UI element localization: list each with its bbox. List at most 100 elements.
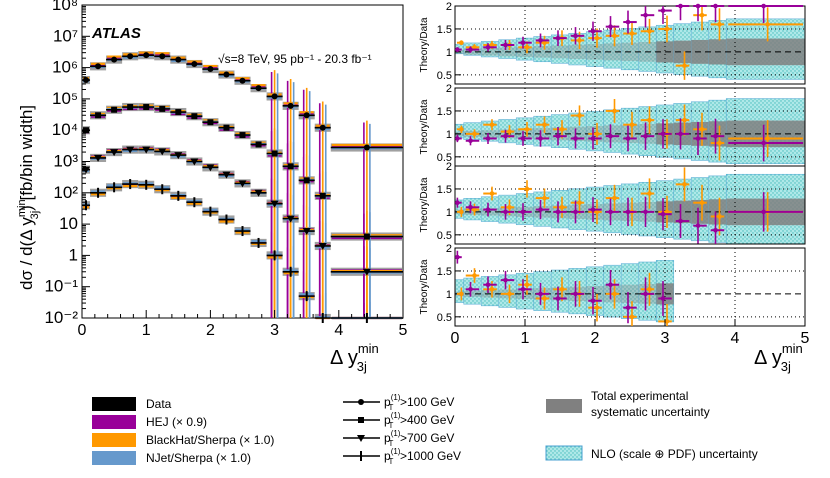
syst-band <box>463 208 482 215</box>
main-x-tick-label: 3 <box>270 322 279 339</box>
main-x-tick-label: 5 <box>399 322 408 339</box>
blackhat-point <box>647 191 652 196</box>
hej-point <box>555 296 561 301</box>
data-point <box>255 141 262 148</box>
data-point <box>223 71 230 78</box>
hej-point <box>660 8 666 13</box>
hej-point <box>468 286 473 292</box>
legend-blackhat-label: BlackHat/Sherpa (× 1.0) <box>146 433 274 447</box>
legend-data-label: Data <box>146 397 172 411</box>
legend-njet-swatch <box>92 451 136 465</box>
blackhat-point <box>577 200 582 206</box>
blackhat-point <box>699 126 705 132</box>
nlo-band <box>454 279 465 303</box>
hej-point <box>761 3 766 9</box>
data-point <box>159 53 166 60</box>
ratio-y-tick-label: 0.5 <box>437 230 452 242</box>
hej-point <box>678 3 683 9</box>
hej-point <box>660 211 666 217</box>
ratio-y-tick-label: 1 <box>446 207 452 219</box>
syst-band <box>463 290 482 297</box>
main-y-axis-title: dσ / d(Δ ymin3j) [fb/bin width] <box>16 105 41 290</box>
hej-point <box>485 136 491 141</box>
blackhat-point <box>647 286 652 292</box>
blackhat-point <box>664 26 670 32</box>
energy-lumi-label: √s=8 TeV, 95 pb⁻¹ - 20.3 fb⁻¹ <box>218 52 372 66</box>
ratio-frame <box>454 165 806 245</box>
data-point <box>191 113 198 120</box>
ratio-x-axis-title: Δ ymin 3j <box>754 341 803 374</box>
blackhat-point <box>559 286 565 292</box>
data-point <box>239 132 246 139</box>
blackhat-point <box>629 122 635 128</box>
hej-point <box>520 209 526 215</box>
ratio-y-tick-label: 1.5 <box>437 24 452 36</box>
blackhat-point <box>559 204 565 210</box>
hej-point <box>573 209 578 215</box>
hej-point <box>660 131 666 137</box>
hej-point <box>555 35 561 41</box>
main-y-tick-label: 10² <box>53 183 78 202</box>
hej-point <box>455 47 460 52</box>
ratio-y-axis-label: Theory/Data <box>419 17 430 72</box>
ratio-panel-2: 0.5 1 1.5 2 Theory/Data <box>419 83 806 167</box>
data-point <box>303 112 310 119</box>
hej-point <box>485 44 491 50</box>
hej-point <box>538 38 543 43</box>
ratio-y-tick-label: 2 <box>446 83 452 95</box>
hej-point <box>538 207 543 212</box>
hej-point <box>643 291 648 297</box>
data-point <box>142 146 151 154</box>
hej-point <box>660 296 666 301</box>
data-point <box>255 85 262 92</box>
hej-point <box>761 140 766 146</box>
data-point <box>254 189 263 197</box>
blackhat-point <box>542 122 547 128</box>
blackhat-point <box>664 319 670 324</box>
blackhat-point <box>629 31 635 36</box>
data-point <box>271 150 278 157</box>
data-point <box>126 146 135 154</box>
syst-band <box>463 48 482 55</box>
ratio-panel-3: 0.5 1 1.5 2 Theory/Data <box>419 161 806 245</box>
legend-blackhat-swatch <box>92 433 136 447</box>
hej-point <box>503 42 508 48</box>
main-y-tick-label: 10⁶ <box>52 58 78 77</box>
main-y-tick-label: 10⁻² <box>44 308 78 327</box>
blackhat-point <box>472 273 477 278</box>
data-point <box>175 109 182 116</box>
legend-hej-label: HEJ (× 0.9) <box>146 415 207 429</box>
blackhat-point <box>559 126 565 132</box>
syst-band <box>533 128 552 140</box>
hej-point <box>468 47 473 52</box>
blackhat-point <box>524 44 530 50</box>
hej-point <box>455 136 460 141</box>
blackhat-point <box>717 22 722 27</box>
hej-point <box>555 133 561 139</box>
blackhat-point <box>682 63 687 68</box>
hej-point <box>695 136 701 141</box>
legend-pt100-label: >100 GeV <box>400 395 454 409</box>
data-point <box>94 154 103 162</box>
ratio-x-tick-label: 4 <box>731 330 740 347</box>
hej-point <box>608 24 613 29</box>
legend-syst-swatch <box>546 399 582 413</box>
ratio-y-axis-label: Theory/Data <box>419 99 430 154</box>
svg-text:p(1)T: p(1) T <box>384 447 401 466</box>
blackhat-point <box>542 195 547 201</box>
syst-band <box>673 200 692 224</box>
hej-point <box>713 227 718 233</box>
hej-point <box>608 133 613 139</box>
data-point <box>303 177 310 184</box>
main-x-tick-label: 1 <box>142 322 151 339</box>
ratio-y-axis-label: Theory/Data <box>419 259 430 314</box>
blackhat-point <box>507 129 512 134</box>
data-point <box>363 233 370 240</box>
legend-hej-swatch <box>92 415 136 429</box>
data-point <box>239 77 246 84</box>
blackhat-point <box>489 191 495 196</box>
hej-point <box>761 209 766 215</box>
main-y-axis-title-text: dσ / d(Δ ymin3j) [fb/bin width] <box>16 105 41 290</box>
hej-point <box>520 40 526 46</box>
